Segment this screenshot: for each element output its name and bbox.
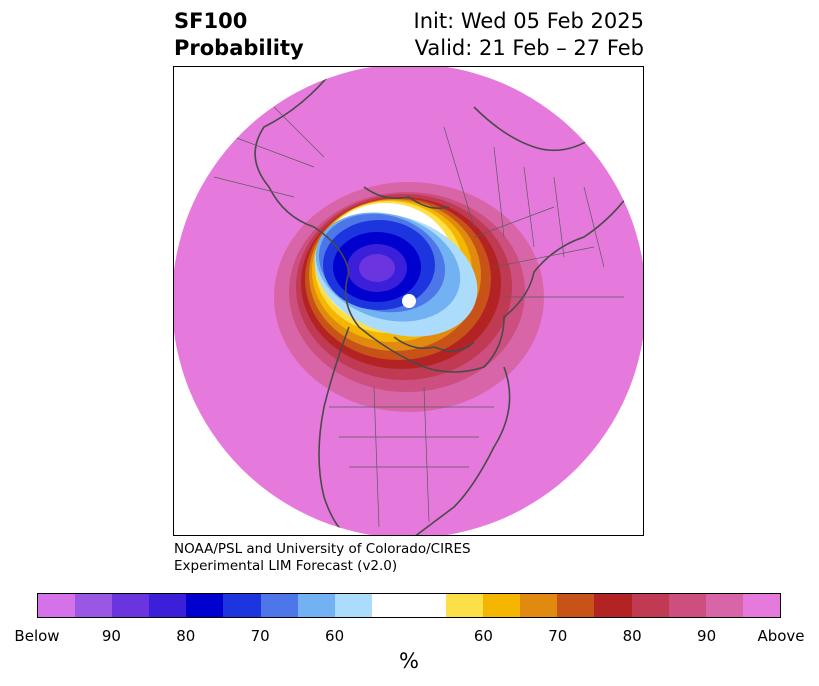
colorbar-swatch-10 [371,594,409,617]
colorbar-swatch-8 [297,594,335,617]
colorbar-swatch-2 [75,594,113,617]
title-probability: Probability [174,36,304,60]
colorbar-tick-label: 80 [176,627,196,645]
colorbar-swatch-6 [223,594,261,617]
colorbar-swatch-20 [742,594,780,617]
colorbar-swatch-1 [38,594,76,617]
credit-line-2: Experimental LIM Forecast (v2.0) [174,558,398,574]
init-date: Init: Wed 05 Feb 2025 [413,9,644,33]
valid-range: Valid: 21 Feb – 27 Feb [414,36,644,60]
colorbar-swatch-15 [557,594,595,617]
colorbar-tick-label: 70 [250,627,270,645]
polar-map [174,67,643,535]
colorbar-swatch-4 [149,594,187,617]
colorbar-unit: % [399,649,419,673]
colorbar-swatch-9 [334,594,372,617]
colorbar-swatch-12 [446,594,484,617]
chart-title-left: SF100 Probability [174,8,304,62]
colorbar-tick-label: 60 [473,627,493,645]
colorbar-tick-label: 70 [548,627,568,645]
coastlines [254,68,635,535]
colorbar-swatch-19 [705,594,743,617]
colorbar-tick-label: 60 [325,627,345,645]
anomaly-below-90 [359,254,395,282]
anomaly-se-inner [574,452,643,535]
map-frame [173,66,644,536]
colorbar-tick-label: 90 [697,627,717,645]
colorbar-swatch-7 [260,594,298,617]
colorbar-swatch-14 [520,594,558,617]
north-pole-marker [402,294,416,308]
colorbar-swatch-16 [594,594,632,617]
colorbar [37,593,781,618]
colorbar-tick-label: 80 [622,627,642,645]
credit-block: NOAA/PSL and University of Colorado/CIRE… [174,541,471,575]
colorbar-tick-label: 90 [101,627,121,645]
map-disc [174,67,643,535]
borders [213,106,624,528]
credit-line-1: NOAA/PSL and University of Colorado/CIRE… [174,541,471,557]
colorbar-swatch-18 [668,594,706,617]
colorbar-tick-label: Below [14,627,60,645]
colorbar-swatch-5 [186,594,224,617]
chart-title-right: Init: Wed 05 Feb 2025 Valid: 21 Feb – 27… [414,8,644,62]
colorbar-tick-label: Above [757,627,805,645]
title-variable: SF100 [174,9,248,33]
colorbar-swatch-3 [112,594,150,617]
colorbar-swatch-17 [631,594,669,617]
colorbar-swatch-11 [408,594,447,617]
colorbar-swatch-13 [483,594,521,617]
